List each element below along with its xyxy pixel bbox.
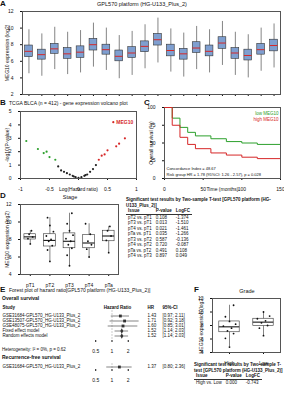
svg-text:MEG10: MEG10 bbox=[116, 119, 133, 125]
svg-text:0.5: 0.5 bbox=[92, 348, 99, 354]
svg-text:Random effects model: Random effects model bbox=[3, 333, 48, 338]
svg-text:2: 2 bbox=[127, 348, 130, 354]
svg-text:0: 0 bbox=[9, 175, 12, 181]
svg-text:[0.80; 2.36]: [0.80; 2.36] bbox=[163, 364, 186, 369]
svg-text:4: 4 bbox=[11, 75, 14, 81]
svg-text:GSE31684-GPL570_HG-U133_Plus_2: GSE31684-GPL570_HG-U133_Plus_2 bbox=[3, 364, 81, 369]
svg-text:50: 50 bbox=[200, 186, 206, 192]
svg-text:5: 5 bbox=[9, 108, 12, 114]
svg-text:0: 0 bbox=[153, 175, 156, 181]
svg-text:1.52: 1.52 bbox=[148, 333, 157, 338]
svg-text:-log10(P-value): -log10(P-value) bbox=[4, 128, 10, 163]
svg-text:4: 4 bbox=[9, 271, 12, 277]
svg-text:8: 8 bbox=[11, 41, 14, 47]
svg-text:100: 100 bbox=[147, 104, 156, 110]
svg-text:Time (months): Time (months) bbox=[206, 186, 238, 192]
svg-text:4: 4 bbox=[9, 122, 12, 128]
svg-text:Study: Study bbox=[3, 305, 16, 310]
svg-text:1.37: 1.37 bbox=[148, 364, 157, 369]
svg-text:1: 1 bbox=[111, 348, 114, 354]
svg-text:[1.14; 2.03]: [1.14; 2.03] bbox=[163, 333, 186, 338]
svg-text:high MEG10: high MEG10 bbox=[253, 117, 279, 122]
svg-text:Overall survival (%): Overall survival (%) bbox=[148, 121, 154, 165]
svg-text:150: 150 bbox=[276, 186, 284, 192]
svg-text:Concordance Index = 48.67: Concordance Index = 48.67 bbox=[167, 166, 217, 171]
svg-text:1: 1 bbox=[135, 186, 138, 192]
svg-text:-0.5: -0.5 bbox=[45, 186, 54, 192]
svg-text:Risk group HR = 1.78 (95%CI: 1: Risk group HR = 1.78 (95%CI: 1.26 - 2.57… bbox=[167, 172, 262, 177]
svg-text:6: 6 bbox=[11, 58, 14, 64]
svg-text:MEG10 expression (log2): MEG10 expression (log2) bbox=[4, 24, 10, 81]
svg-text:2: 2 bbox=[127, 377, 130, 383]
svg-text:12: 12 bbox=[6, 201, 12, 207]
svg-text:100: 100 bbox=[238, 186, 247, 192]
svg-text:0.5: 0.5 bbox=[104, 186, 111, 192]
svg-text:12: 12 bbox=[8, 8, 14, 14]
svg-text:MEG10 expression (log2): MEG10 expression (log2) bbox=[198, 297, 204, 354]
svg-text:0.5: 0.5 bbox=[92, 377, 99, 383]
svg-text:-1: -1 bbox=[18, 186, 23, 192]
svg-text:Hazard Ratio: Hazard Ratio bbox=[104, 305, 132, 310]
svg-text:MEG10 expression (log2): MEG10 expression (log2) bbox=[4, 211, 10, 268]
svg-text:low MEG10: low MEG10 bbox=[255, 111, 279, 116]
svg-text:1: 1 bbox=[111, 377, 114, 383]
svg-text:2: 2 bbox=[11, 91, 14, 97]
svg-text:Log(Hazard ratio): Log(Hazard ratio) bbox=[59, 186, 98, 192]
svg-text:HR: HR bbox=[148, 305, 155, 310]
svg-text:0: 0 bbox=[163, 186, 166, 192]
svg-text:95%-CI: 95%-CI bbox=[163, 305, 178, 310]
